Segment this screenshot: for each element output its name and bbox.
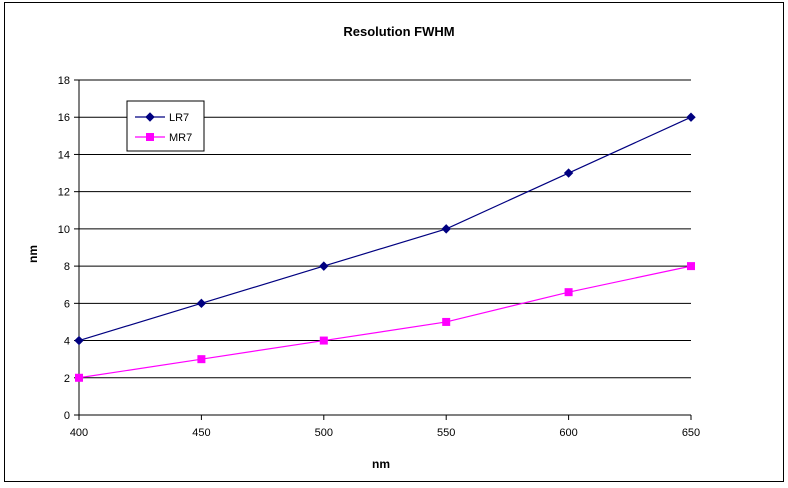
y-tick-label: 14 bbox=[58, 149, 70, 161]
legend-label: LR7 bbox=[169, 112, 189, 124]
grid-lines bbox=[79, 79, 691, 379]
x-tick-label: 550 bbox=[437, 427, 455, 439]
y-tick-label: 0 bbox=[64, 410, 70, 422]
y-tick-label: 10 bbox=[58, 224, 70, 236]
y-tick-label: 4 bbox=[64, 336, 70, 348]
legend-box bbox=[126, 100, 205, 152]
data-point-mr7 bbox=[564, 288, 573, 297]
y-tick-label: 6 bbox=[64, 298, 70, 310]
series-group bbox=[74, 112, 696, 382]
chart-title: Resolution FWHM bbox=[343, 24, 454, 39]
data-point-lr7 bbox=[74, 335, 84, 346]
data-point-mr7 bbox=[319, 336, 328, 345]
y-tick-label: 8 bbox=[64, 261, 70, 273]
y-tick-label: 2 bbox=[64, 373, 70, 385]
y-tick-label: 16 bbox=[58, 112, 70, 124]
data-point-lr7 bbox=[319, 261, 329, 271]
legend-label: MR7 bbox=[169, 132, 192, 144]
x-tick-label: 600 bbox=[559, 427, 577, 439]
data-point-lr7 bbox=[441, 224, 451, 234]
y-tick-label: 12 bbox=[58, 187, 70, 199]
x-axis-label: nm bbox=[372, 457, 390, 471]
x-tick-label: 500 bbox=[315, 427, 333, 439]
data-point-lr7 bbox=[196, 298, 207, 309]
tick-labels: 0 2 4 6 8 10 12 14 16 18 400 450 500 550 600 650 bbox=[58, 75, 700, 439]
legend: LR7 MR7 bbox=[126, 100, 205, 152]
x-tick-label: 450 bbox=[192, 427, 210, 439]
data-point-mr7 bbox=[687, 262, 695, 271]
data-point-mr7 bbox=[75, 373, 83, 382]
y-axis-label: nm bbox=[26, 245, 40, 263]
x-tick-label: 400 bbox=[70, 427, 88, 439]
series-line-lr7 bbox=[78, 116, 692, 342]
series-line-mr7 bbox=[78, 265, 692, 379]
chart-frame: Resolution FWHM 0 2 4 6 8 10 12 14 16 18 400 450 500… bbox=[4, 2, 784, 482]
data-point-mr7 bbox=[197, 355, 206, 364]
data-point-mr7 bbox=[442, 317, 451, 326]
line-chart: Resolution FWHM 0 2 4 6 8 10 12 14 16 18 400 450 500… bbox=[26, 24, 700, 471]
legend-marker bbox=[146, 133, 154, 141]
data-point-lr7 bbox=[563, 168, 574, 178]
x-tick-label: 650 bbox=[682, 427, 700, 439]
y-tick-label: 18 bbox=[58, 75, 70, 87]
data-point-lr7 bbox=[686, 112, 696, 122]
legend-marker bbox=[145, 112, 155, 122]
